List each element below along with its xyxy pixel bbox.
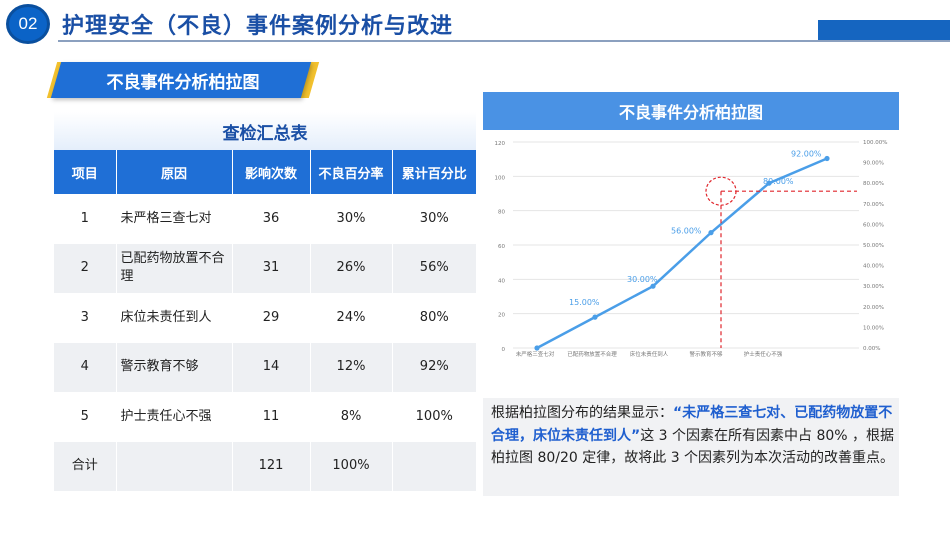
data-point	[708, 230, 714, 236]
col-header-cause: 原因	[116, 150, 233, 194]
x-tick-label: 警示教育不够	[689, 350, 723, 358]
y-left-tick-label: 120	[495, 141, 506, 147]
cell-item: 合计	[54, 441, 117, 491]
data-point	[650, 283, 656, 289]
table-row: 4 警示教育不够 14 12% 92%	[54, 342, 476, 392]
y-right-tick-label: 30.00%	[863, 284, 884, 290]
cell-count: 36	[232, 194, 311, 244]
cell-cause: 已配药物放置不合理	[116, 243, 233, 293]
section-tag-label: 不良事件分析柏拉图	[106, 72, 260, 93]
chart-title: 不良事件分析柏拉图	[483, 92, 899, 130]
section-number-badge: 02	[6, 4, 50, 44]
cell-item: 5	[54, 392, 117, 442]
x-tick-label: 床位未责任到人	[630, 350, 669, 358]
data-point	[824, 155, 830, 162]
table-row: 1 未严格三查七对 36 30% 30%	[54, 194, 476, 244]
x-tick-label: 护士责任心不强	[744, 350, 783, 358]
section-tag: 不良事件分析柏拉图	[46, 62, 320, 98]
cell-count: 11	[232, 392, 311, 442]
cell-count: 121	[232, 441, 311, 491]
cell-count: 14	[232, 342, 311, 392]
x-tick-label: 已配药物放置不合理	[567, 350, 617, 358]
cell-cumulative: 92%	[392, 342, 476, 392]
analysis-prefix: 根据柏拉图分布的结果显示：	[491, 405, 673, 421]
data-label: 80.00%	[763, 177, 794, 186]
pareto-chart: 0 20 40 60 80 100 120 0.00% 10.00% 20.00% 30.00% 40…	[483, 130, 899, 398]
table-row: 3 床位未责任到人 29 24% 80%	[54, 293, 476, 343]
cell-cause	[116, 441, 233, 491]
cumulative-line	[536, 157, 828, 350]
data-label: 30.00%	[627, 275, 658, 284]
cell-cumulative: 56%	[392, 243, 476, 293]
col-header-count: 影响次数	[232, 150, 311, 194]
data-label: 56.00%	[671, 227, 702, 236]
cell-cumulative	[392, 441, 476, 491]
cell-cause: 护士责任心不强	[116, 392, 233, 442]
y-right-tick-label: 0.00%	[863, 346, 880, 352]
cell-count: 29	[232, 293, 311, 343]
table-row: 合计 121 100%	[54, 441, 476, 491]
summary-table: 项目 原因 影响次数 不良百分率 累计百分比 1 未严格三查七对 36 30% 30% 2…	[54, 150, 476, 491]
cell-cause: 床位未责任到人	[116, 293, 233, 343]
y-right-tick-label: 50.00%	[863, 243, 884, 249]
cell-percent: 8%	[310, 392, 393, 442]
y-left-tick-label: 20	[498, 313, 505, 319]
y-right-tick-label: 60.00%	[863, 222, 884, 228]
col-header-cumulative: 累计百分比	[392, 150, 476, 194]
col-header-percent: 不良百分率	[310, 150, 393, 194]
cell-percent: 12%	[310, 342, 393, 392]
cell-percent: 24%	[310, 293, 393, 343]
cell-cause: 未严格三查七对	[116, 194, 233, 244]
cell-cumulative: 80%	[392, 293, 476, 343]
data-point	[534, 345, 540, 351]
cell-cumulative: 100%	[392, 392, 476, 442]
data-label: 92.00%	[791, 149, 822, 158]
table-row: 5 护士责任心不强 11 8% 100%	[54, 392, 476, 442]
y-right-tick-label: 100.00%	[863, 140, 887, 146]
cell-cause: 警示教育不够	[116, 342, 233, 392]
analysis-highlight: “未严格三查七对、已配药物放置不合理，床位未责任到人”	[491, 405, 893, 444]
pareto-chart-card: 不良事件分析柏拉图 0 20 40 60 80 100 120 0.00% 10.00% 20.0…	[483, 92, 899, 496]
cell-item: 2	[54, 243, 117, 293]
analysis-text: 根据柏拉图分布的结果显示：“未严格三查七对、已配药物放置不合理，床位未责任到人”…	[491, 402, 895, 470]
data-label: 15.00%	[569, 298, 600, 307]
y-right-tick-label: 40.00%	[863, 264, 884, 270]
y-right-tick-label: 80.00%	[863, 181, 884, 187]
cell-count: 31	[232, 243, 311, 293]
cell-cumulative: 30%	[392, 194, 476, 244]
header-divider	[58, 40, 950, 42]
y-left-tick-label: 60	[498, 244, 505, 250]
col-header-item: 项目	[54, 150, 117, 194]
data-point	[592, 314, 598, 320]
cell-percent: 100%	[310, 441, 393, 491]
analysis-suffix: 这 3 个因素在所有因素中占 80% ，根据柏拉图 80/20 定律，故将此 3…	[491, 427, 895, 467]
cell-percent: 26%	[310, 243, 393, 293]
y-left-tick-label: 80	[498, 210, 505, 216]
table-header-row: 项目 原因 影响次数 不良百分率 累计百分比	[54, 150, 476, 194]
summary-table-title: 查检汇总表	[54, 112, 476, 150]
cell-item: 1	[54, 194, 117, 244]
y-right-tick-label: 10.00%	[863, 325, 884, 331]
y-right-tick-label: 70.00%	[863, 202, 884, 208]
x-tick-label: 未严格三查七对	[516, 350, 555, 358]
summary-table-panel: 查检汇总表 项目 原因 影响次数 不良百分率 累计百分比 1 未严格三查七对 36 3…	[54, 112, 476, 492]
y-right-tick-label: 90.00%	[863, 161, 884, 167]
y-left-tick-label: 40	[498, 278, 505, 284]
page-title: 护理安全（不良）事件案例分析与改进	[62, 14, 454, 39]
y-right-tick-label: 20.00%	[863, 305, 884, 311]
pareto-chart-svg: 0 20 40 60 80 100 120 0.00% 10.00% 20.00% 30.00% 40…	[495, 140, 888, 358]
table-row: 2 已配药物放置不合理 31 26% 56%	[54, 243, 476, 293]
cell-item: 4	[54, 342, 117, 392]
header-accent-bar	[818, 20, 950, 40]
y-left-tick-label: 100	[495, 175, 506, 181]
y-left-tick-label: 0	[502, 347, 506, 353]
data-point	[766, 180, 772, 186]
cell-item: 3	[54, 293, 117, 343]
cell-percent: 30%	[310, 194, 393, 244]
